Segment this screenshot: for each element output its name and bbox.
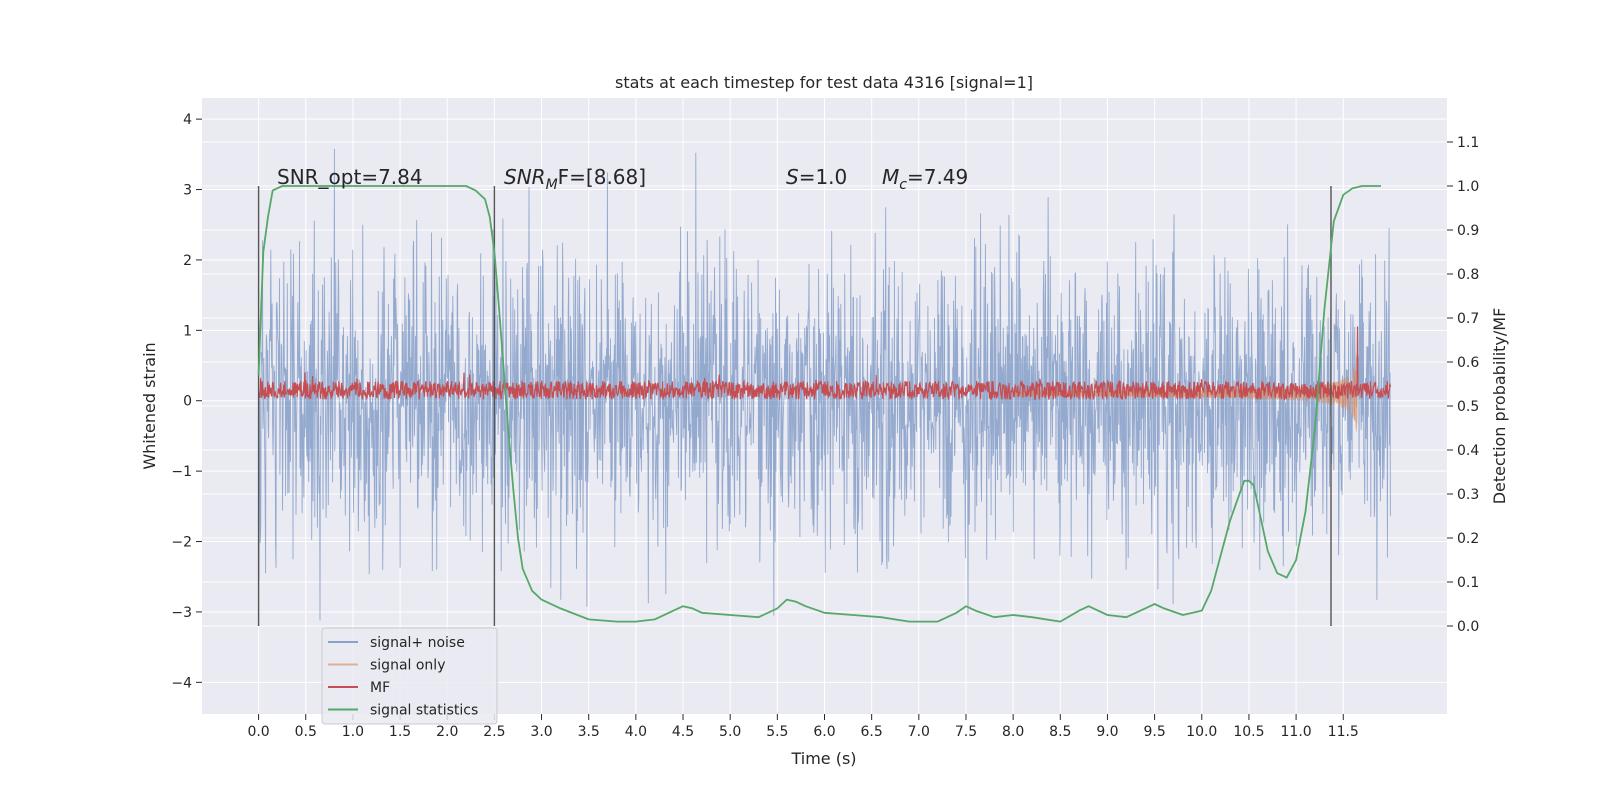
annotation-snr-mf-label: SNR <box>504 165 546 189</box>
x-tick-label: 1.0 <box>342 724 364 740</box>
legend-box <box>321 627 498 725</box>
y-tick-label-left: 1 <box>183 323 192 339</box>
legend-label: signal only <box>370 658 445 674</box>
annotation-s: S=1.0 <box>786 165 847 189</box>
annotation-mc-value: =7.49 <box>907 165 968 189</box>
y-axis-left: 4 3 2 1 0 −1 −2 −3 −4 <box>171 112 202 691</box>
annotation-snr-opt: SNR_opt=7.84 <box>277 165 423 189</box>
y-tick-label-right: 1.1 <box>1457 135 1479 151</box>
y-tick-label-left: 4 <box>183 112 192 128</box>
annotations: SNR_opt=7.84 SNRMF=[8.68] S=1.0 Mc=7.49 <box>277 165 968 193</box>
mf-line <box>258 326 1391 401</box>
y-tick-label-left: 2 <box>183 253 192 269</box>
y-axis-right-label: Detection probability/MF <box>1490 308 1509 505</box>
series-signal-statistics <box>257 185 1381 623</box>
y-tick-label-right: 0.0 <box>1457 619 1479 635</box>
annotation-snr-mf: SNRMF=[8.68] <box>504 165 646 193</box>
x-tick-label: 2.0 <box>436 724 458 740</box>
y-tick-label-right: 0.2 <box>1457 531 1479 547</box>
x-tick-label: 9.5 <box>1143 724 1165 740</box>
x-tick-label: 1.5 <box>389 724 411 740</box>
legend-label: signal statistics <box>370 703 478 719</box>
y-tick-label-right: 0.1 <box>1457 575 1479 591</box>
annotation-s-label: S <box>786 165 799 189</box>
chart-title: stats at each timestep for test data 431… <box>615 73 1033 92</box>
x-tick-label: 7.0 <box>908 724 930 740</box>
x-tick-label: 2.5 <box>483 724 505 740</box>
y-tick-label-right: 0.6 <box>1457 355 1479 371</box>
y-tick-label-left: 0 <box>183 394 192 410</box>
x-tick-label: 6.5 <box>861 724 883 740</box>
y-tick-label-right: 0.8 <box>1457 267 1479 283</box>
legend-label: signal+ noise <box>370 635 465 651</box>
x-tick-label: 3.0 <box>530 724 552 740</box>
x-tick-label: 6.0 <box>813 724 835 740</box>
y-tick-label-right: 0.9 <box>1457 223 1479 239</box>
x-axis-label: Time (s) <box>790 749 856 768</box>
y-axis-left-label: Whitened strain <box>140 342 159 469</box>
y-tick-label-right: 0.7 <box>1457 311 1479 327</box>
y-tick-label-left: −2 <box>171 535 192 551</box>
annotation-s-value: =1.0 <box>799 165 848 189</box>
x-tick-label: 0.5 <box>295 724 317 740</box>
y-tick-label-left: −1 <box>171 464 192 480</box>
x-tick-label: 4.0 <box>625 724 647 740</box>
x-tick-label: 0.0 <box>247 724 269 740</box>
signal-statistics-line <box>257 185 1381 623</box>
x-tick-label: 11.0 <box>1281 724 1312 740</box>
y-axis-right: 1.1 1.0 0.9 0.8 0.7 0.6 0.5 0.4 0.3 0.2 0.1 0.0 <box>1447 135 1479 635</box>
series-mf <box>258 326 1391 401</box>
x-tick-label: 5.5 <box>766 724 788 740</box>
x-tick-label: 10.5 <box>1233 724 1264 740</box>
y-tick-label-left: −3 <box>171 605 192 621</box>
y-tick-label-right: 0.3 <box>1457 487 1479 503</box>
x-tick-label: 11.5 <box>1328 724 1359 740</box>
x-tick-label: 5.0 <box>719 724 741 740</box>
legend-items: signal+ noise signal only MF signal statist… <box>328 635 478 719</box>
y-tick-label-right: 0.5 <box>1457 399 1479 415</box>
x-tick-label: 7.5 <box>955 724 977 740</box>
series-signal-noise <box>258 148 1391 621</box>
x-tick-label: 8.0 <box>1002 724 1024 740</box>
x-tick-label: 4.5 <box>672 724 694 740</box>
x-tick-label: 8.5 <box>1049 724 1071 740</box>
annotation-snr-mf-value: F=[8.68] <box>558 165 646 189</box>
annotation-mc-sub: c <box>899 177 907 193</box>
y-tick-label-left: −4 <box>171 675 192 691</box>
legend: signal+ noise signal only MF signal statist… <box>321 627 498 725</box>
annotation-snr-mf-sub: M <box>546 177 558 193</box>
signal-noise-line <box>258 148 1391 621</box>
legend-label: MF <box>370 680 390 696</box>
y-tick-label-right: 0.4 <box>1457 443 1479 459</box>
y-tick-label-right: 1.0 <box>1457 179 1479 195</box>
annotation-mc: Mc=7.49 <box>882 165 968 193</box>
x-tick-label: 3.5 <box>578 724 600 740</box>
x-axis: 0.0 0.5 1.0 1.5 2.0 2.5 3.0 3.5 4.0 4.5 5.0 5.5 6.0 6… <box>247 714 1359 740</box>
annotation-mc-label: M <box>882 165 899 189</box>
x-tick-label: 9.0 <box>1096 724 1118 740</box>
x-tick-label: 10.0 <box>1186 724 1217 740</box>
y-tick-label-left: 3 <box>183 183 192 199</box>
